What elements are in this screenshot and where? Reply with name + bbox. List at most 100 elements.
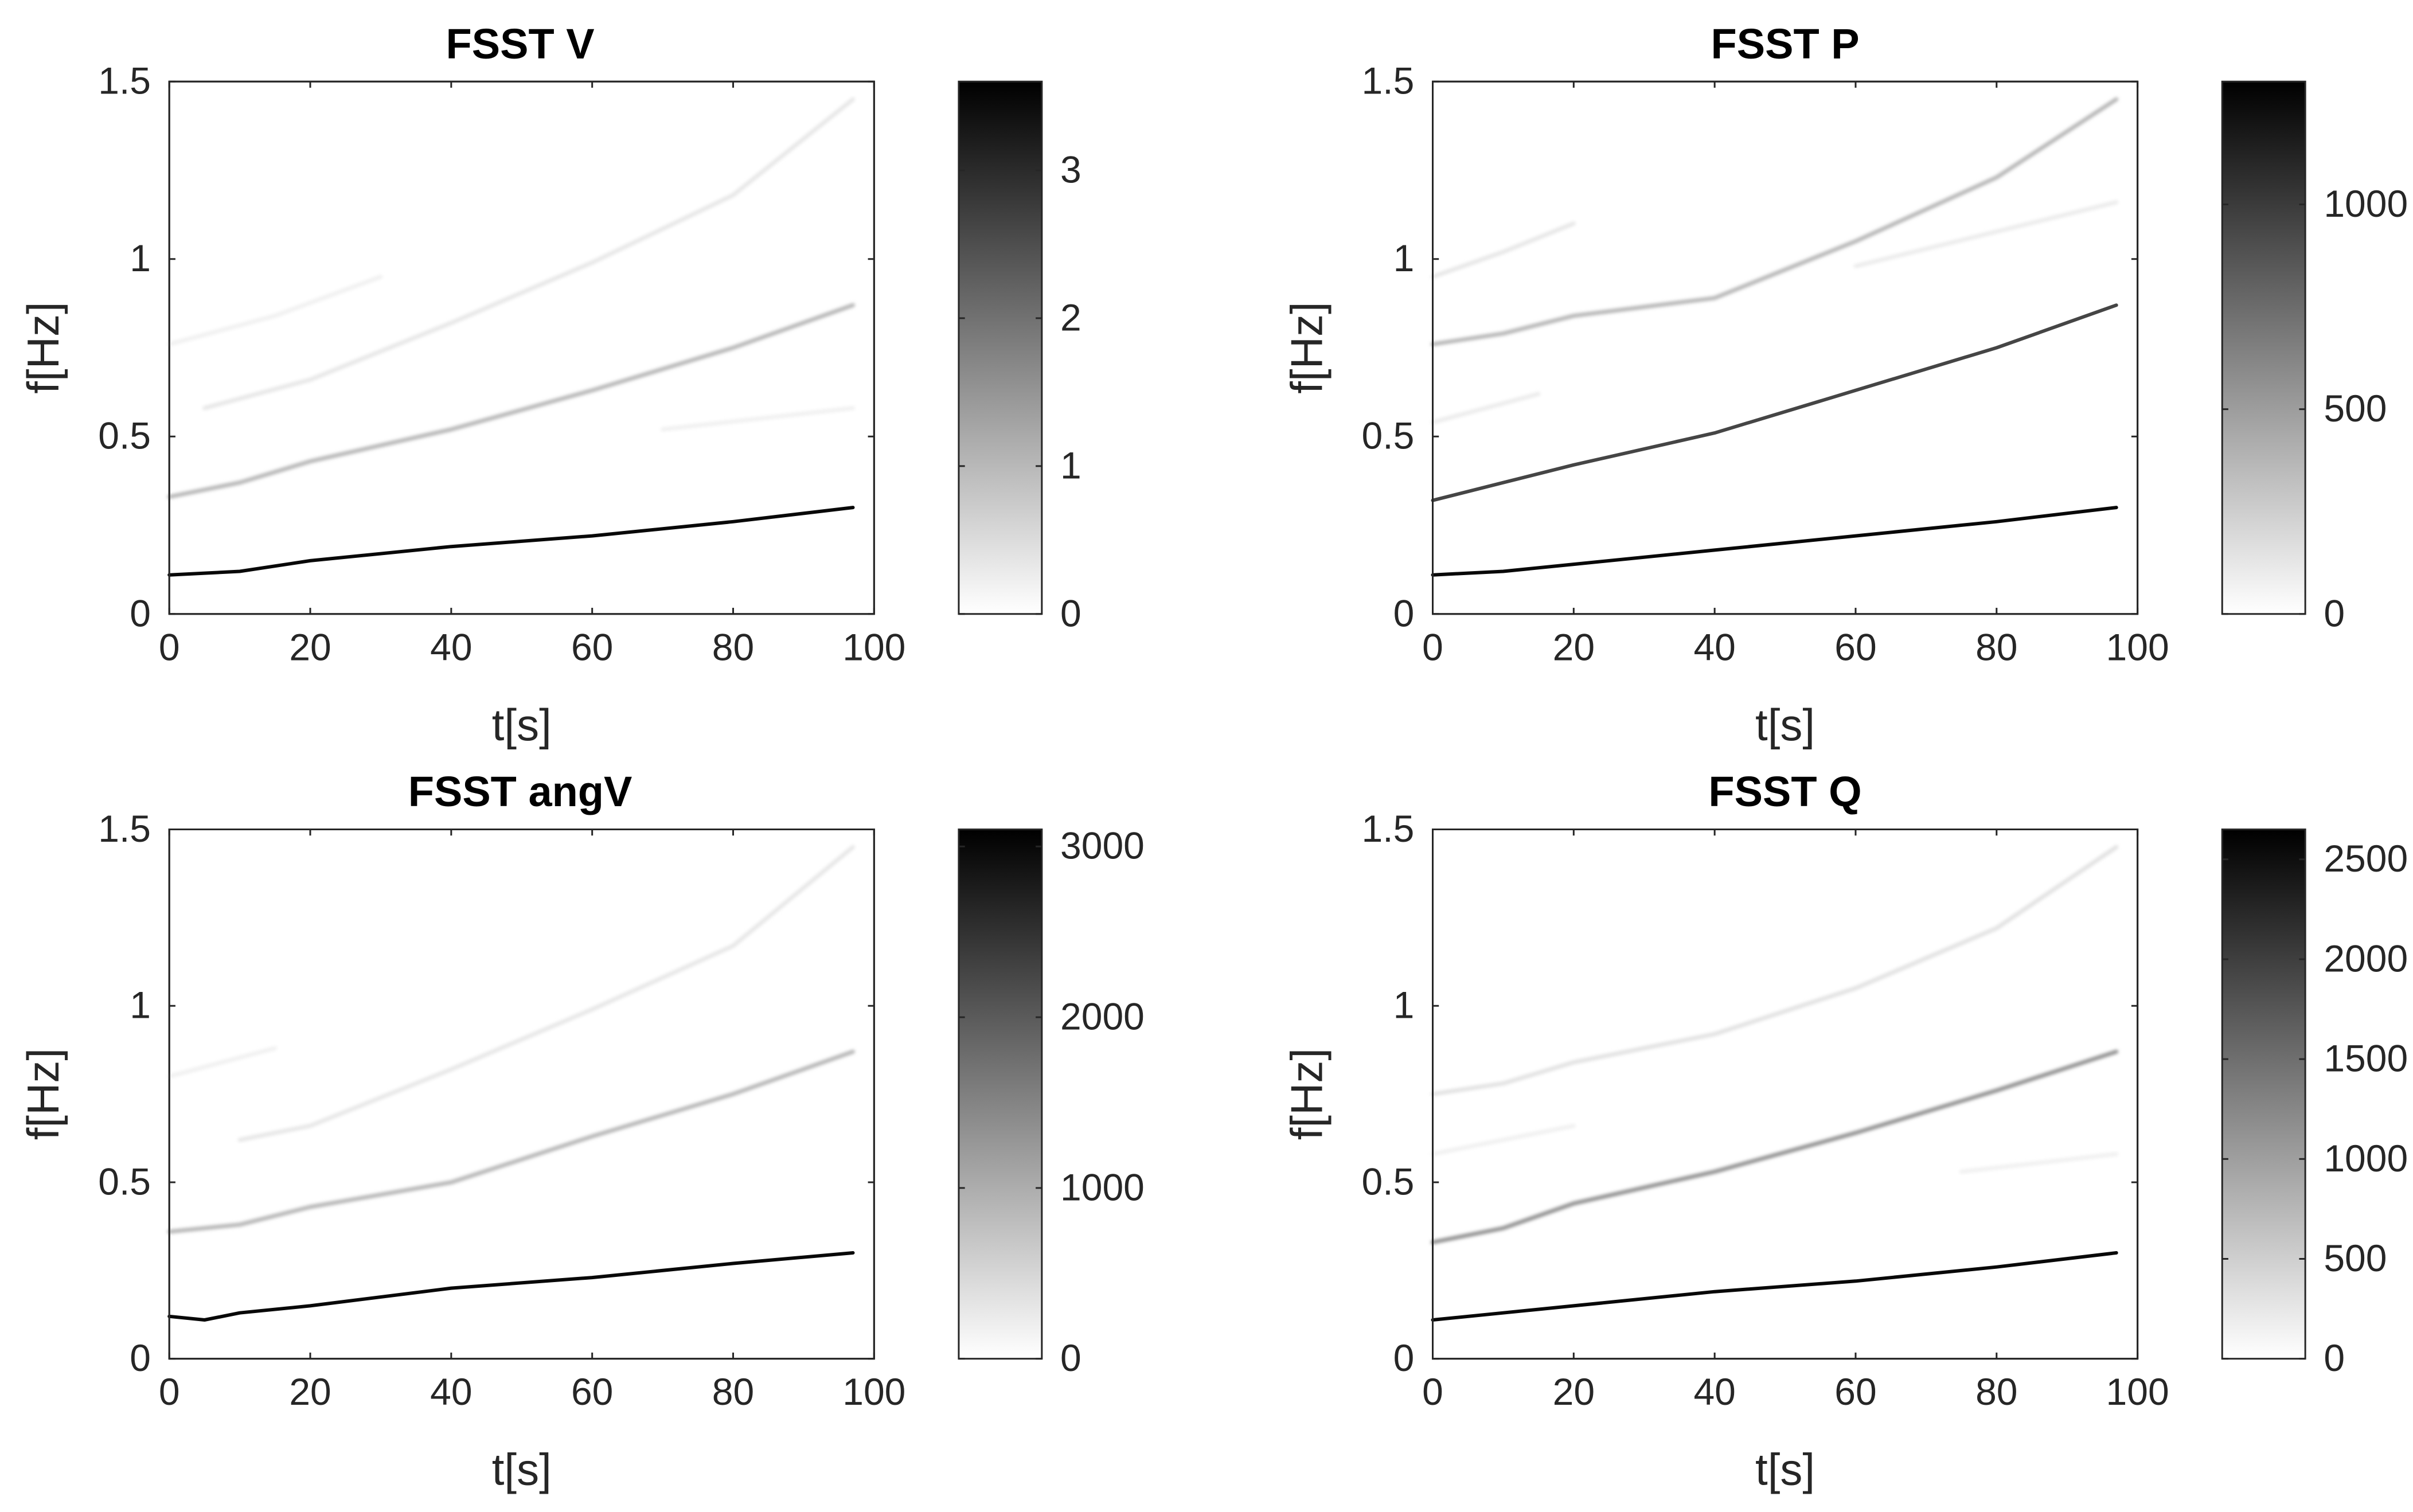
y-axis-label: f[Hz] — [1281, 302, 1332, 393]
colorbar-tick-label: 3 — [1060, 148, 1081, 190]
plot-area — [168, 829, 875, 1360]
ridge-weak-0.55 — [1431, 392, 1541, 424]
x-axis-label: t[s] — [492, 1444, 552, 1495]
y-tick-label: 1.5 — [1362, 807, 1415, 850]
colorbar-border — [2221, 80, 2306, 615]
ridge-weak-0.6 — [1431, 1124, 1576, 1157]
colorbar-tick-label: 1500 — [2324, 1037, 2408, 1080]
ridge-harmonic-3 — [1431, 97, 2119, 346]
x-tick-label: 100 — [842, 1370, 905, 1413]
ridge-harmonic-3 — [237, 845, 855, 1142]
ridge-weak-0.6 — [661, 406, 855, 432]
x-tick-label: 20 — [289, 626, 331, 668]
chart-title: FSST P — [1711, 20, 1860, 68]
ridge-harmonic-3 — [1431, 845, 2119, 1096]
y-tick-label: 0 — [1393, 1337, 1415, 1379]
colorbar-tick-label: 0 — [1060, 1337, 1081, 1379]
x-tick-label: 60 — [1834, 626, 1876, 668]
x-tick-label: 60 — [571, 626, 613, 668]
y-tick-label: 0 — [130, 592, 151, 634]
chart-panel-3: 0 20 40 60 80 1000 0.5 1 1.5 t[s] f[Hz] FSST angV 0 1… — [18, 768, 1145, 1495]
ridge-weak-0.55 — [1959, 1152, 2119, 1174]
y-axis-label: f[Hz] — [1281, 1048, 1332, 1140]
colorbar-tick-label: 1000 — [1060, 1166, 1145, 1208]
colorbar-tick-label: 2500 — [2324, 837, 2408, 880]
y-tick-label: 0.5 — [98, 1160, 151, 1202]
x-tick-label: 40 — [430, 626, 472, 668]
x-tick-label: 20 — [1553, 1370, 1595, 1413]
colorbar-tick-label: 2000 — [1060, 995, 1145, 1038]
chart-title: FSST angV — [408, 768, 632, 815]
ridge-fundamental — [167, 506, 855, 577]
ridge-weak-0.95 — [1431, 221, 1576, 279]
plot-border — [168, 80, 875, 615]
colorbar-tick-label: 0 — [2324, 592, 2345, 634]
y-tick-label: 1 — [130, 237, 151, 279]
y-tick-label: 1 — [130, 984, 151, 1026]
colorbar-tick-label: 3000 — [1060, 825, 1145, 867]
colorbar — [2222, 829, 2306, 1359]
plot-area — [1432, 80, 2139, 615]
ridge-harmonic-2 — [1431, 303, 2118, 502]
x-tick-label: 0 — [1422, 626, 1443, 668]
x-tick-label: 20 — [1553, 626, 1595, 668]
x-tick-label: 100 — [842, 626, 905, 668]
x-axis-label: t[s] — [492, 700, 552, 750]
y-tick-label: 0.5 — [1362, 1160, 1415, 1202]
x-axis-label: t[s] — [1755, 700, 1815, 750]
x-tick-label: 40 — [430, 1370, 472, 1413]
colorbar-tick-label: 1000 — [2324, 1137, 2408, 1179]
x-tick-label: 0 — [1422, 1370, 1443, 1413]
plot-border — [168, 829, 875, 1360]
y-tick-label: 0 — [130, 1337, 151, 1379]
y-axis-label: f[Hz] — [18, 302, 68, 393]
colorbar-tick-label: 500 — [2324, 387, 2387, 429]
colorbar-border — [958, 80, 1043, 615]
colorbar-tick-label: 500 — [2324, 1237, 2387, 1279]
ridge-fundamental — [1431, 506, 2118, 577]
y-tick-label: 1.5 — [1362, 60, 1415, 102]
colorbar-border — [958, 829, 1043, 1360]
x-axis-label: t[s] — [1755, 1444, 1815, 1495]
y-tick-label: 0.5 — [1362, 415, 1415, 457]
y-tick-label: 1 — [1393, 237, 1415, 279]
x-tick-label: 80 — [712, 1370, 754, 1413]
ridge-fundamental — [167, 1251, 855, 1322]
ridge-weak-0.8 — [167, 1046, 278, 1079]
chart-title: FSST Q — [1708, 768, 1861, 815]
colorbar-tick-label: 0 — [1060, 592, 1081, 634]
y-tick-label: 0.5 — [98, 415, 151, 457]
ridge-harmonic-2 — [1431, 1049, 2119, 1245]
x-tick-label: 60 — [571, 1370, 613, 1413]
y-tick-label: 1 — [1393, 984, 1415, 1026]
x-tick-label: 100 — [2106, 626, 2169, 668]
plot-area — [1432, 829, 2139, 1360]
y-tick-label: 1.5 — [98, 60, 151, 102]
plot-border — [1432, 80, 2139, 615]
y-axis-label: f[Hz] — [18, 1048, 68, 1140]
plot-area — [168, 80, 875, 615]
colorbar-tick-label: 0 — [2324, 1337, 2345, 1379]
x-tick-label: 80 — [712, 626, 754, 668]
ridge-harmonic-3 — [202, 97, 855, 411]
plot-border — [1432, 829, 2139, 1360]
colorbar — [958, 829, 1042, 1359]
chart-panel-1: 0 20 40 60 80 100 0 0.5 1 1.5 t[s] f[Hz] FSST V 0 1 2 3 — [18, 20, 1081, 750]
colorbar — [958, 81, 1042, 614]
colorbar — [2222, 81, 2306, 614]
ridge-weak-1.0 — [1853, 200, 2119, 268]
x-tick-label: 80 — [1975, 1370, 2017, 1413]
ridge-weak-0.76 — [167, 275, 383, 346]
y-tick-label: 1.5 — [98, 807, 151, 850]
ridge-harmonic-2 — [167, 1049, 855, 1234]
ridge-harmonic-2 — [167, 303, 855, 499]
colorbar-tick-label: 1000 — [2324, 182, 2408, 225]
x-tick-label: 0 — [159, 626, 180, 668]
x-tick-label: 20 — [289, 1370, 331, 1413]
ridge-fundamental — [1431, 1251, 2118, 1322]
x-tick-label: 100 — [2106, 1370, 2169, 1413]
x-tick-label: 60 — [1834, 1370, 1876, 1413]
